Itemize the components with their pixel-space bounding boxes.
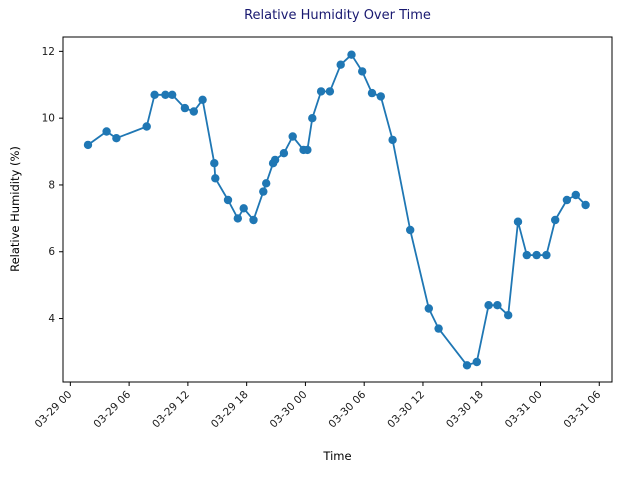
y-tick-label: 12 bbox=[42, 46, 55, 58]
x-tick-label: 03-29 00 bbox=[33, 389, 75, 431]
x-tick-label: 03-29 06 bbox=[91, 388, 133, 430]
x-tick-label: 03-30 06 bbox=[326, 388, 368, 430]
data-point-marker bbox=[233, 214, 242, 223]
data-point-marker bbox=[367, 88, 377, 98]
x-tick-label: 03-30 18 bbox=[444, 389, 486, 431]
x-tick-label: 03-30 12 bbox=[385, 389, 427, 431]
x-tick-label: 03-31 00 bbox=[503, 389, 545, 431]
data-point-marker bbox=[150, 90, 159, 100]
data-point-marker bbox=[102, 127, 111, 136]
data-point-marker bbox=[262, 179, 271, 188]
data-point-marker bbox=[493, 301, 502, 310]
data-point-marker bbox=[551, 215, 560, 225]
x-tick-label: 03-31 06 bbox=[562, 388, 604, 430]
data-point-marker bbox=[249, 215, 258, 225]
data-point-marker bbox=[168, 90, 177, 100]
data-point-marker bbox=[424, 304, 433, 313]
data-point-marker bbox=[472, 357, 481, 367]
data-point-marker bbox=[581, 200, 590, 210]
data-point-marker bbox=[406, 225, 415, 235]
data-point-marker bbox=[288, 132, 297, 141]
humidity-line bbox=[87, 53, 587, 367]
data-point-marker bbox=[462, 361, 472, 370]
data-point-marker bbox=[259, 187, 268, 196]
y-tick-label: 10 bbox=[42, 113, 55, 125]
data-point-marker bbox=[189, 107, 198, 116]
data-point-marker bbox=[376, 92, 385, 101]
data-point-marker bbox=[83, 140, 93, 150]
data-point-marker bbox=[434, 324, 443, 333]
data-point-marker bbox=[239, 204, 248, 213]
y-tick-label: 6 bbox=[48, 246, 55, 258]
data-point-marker bbox=[303, 145, 312, 155]
data-point-marker bbox=[316, 87, 326, 96]
data-point-marker bbox=[279, 149, 289, 158]
data-point-marker bbox=[336, 60, 345, 69]
data-point-marker bbox=[112, 134, 121, 143]
x-tick-label: 03-29 12 bbox=[150, 389, 192, 431]
data-point-marker bbox=[562, 195, 572, 205]
data-point-marker bbox=[347, 50, 356, 59]
data-point-marker bbox=[211, 174, 220, 183]
data-point-marker bbox=[223, 195, 233, 205]
data-point-marker bbox=[388, 135, 397, 145]
y-tick-label: 8 bbox=[48, 179, 55, 191]
data-point-marker bbox=[142, 122, 151, 131]
x-tick-label: 03-30 00 bbox=[268, 389, 310, 431]
data-point-marker bbox=[198, 95, 207, 105]
data-point-marker bbox=[270, 155, 280, 165]
data-point-marker bbox=[571, 190, 580, 200]
data-point-marker bbox=[513, 217, 523, 226]
data-point-marker bbox=[358, 67, 367, 76]
data-point-marker bbox=[542, 250, 551, 260]
data-point-marker bbox=[522, 250, 531, 260]
chart-title: Relative Humidity Over Time bbox=[244, 8, 431, 23]
data-point-marker bbox=[308, 114, 317, 123]
x-tick-label: 03-29 18 bbox=[209, 389, 251, 431]
plot-frame bbox=[62, 36, 613, 383]
x-axis-label: Time bbox=[323, 449, 352, 463]
y-tick-label: 4 bbox=[48, 313, 55, 325]
data-point-marker bbox=[210, 159, 219, 168]
data-point-marker bbox=[180, 103, 190, 113]
data-point-marker bbox=[484, 301, 493, 310]
data-point-marker bbox=[161, 90, 170, 100]
data-point-marker bbox=[504, 311, 513, 320]
data-point-marker bbox=[532, 250, 541, 260]
data-point-marker bbox=[325, 87, 335, 96]
